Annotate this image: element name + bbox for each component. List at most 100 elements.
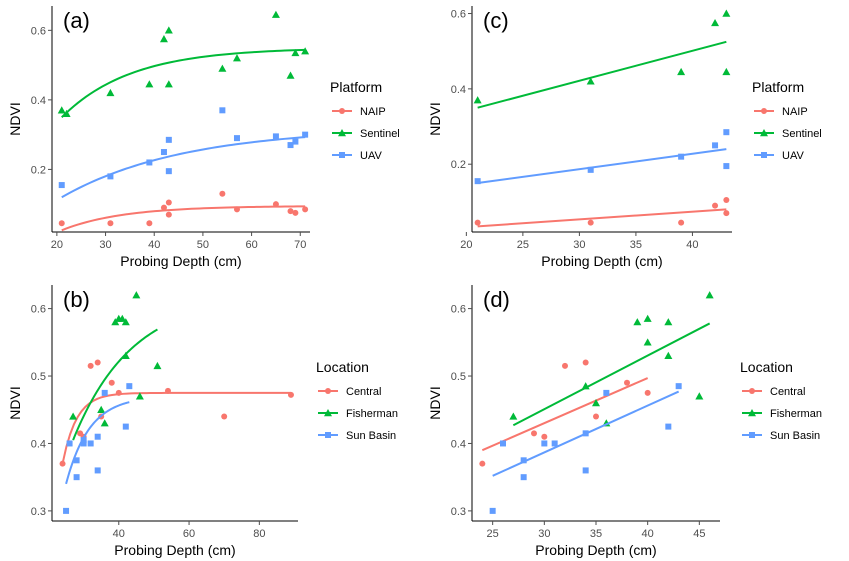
- fit-line: [72, 328, 158, 441]
- series-sun-basin: [489, 383, 682, 514]
- data-point: [80, 440, 87, 447]
- data-point: [59, 460, 66, 467]
- data-point: [87, 440, 94, 447]
- data-point: [722, 67, 731, 76]
- data-point: [63, 507, 70, 514]
- y-tick-label: 0.6: [451, 9, 466, 21]
- x-axis-title: Probing Depth (cm): [535, 542, 656, 558]
- data-point: [287, 391, 294, 398]
- data-point: [272, 201, 279, 208]
- fit-line: [477, 40, 727, 109]
- series-uav: [474, 129, 730, 185]
- y-tick-label: 0.5: [31, 371, 46, 383]
- data-point: [106, 88, 115, 97]
- data-point: [145, 80, 154, 88]
- fit-line: [61, 205, 306, 232]
- data-point: [146, 220, 153, 227]
- x-tick-label: 35: [590, 528, 602, 540]
- series-naip: [474, 196, 730, 228]
- data-point: [593, 413, 599, 420]
- data-point: [62, 109, 71, 117]
- data-point: [232, 54, 241, 62]
- data-point: [287, 142, 294, 149]
- x-axis-title: Probing Depth (cm): [541, 253, 662, 269]
- data-point: [675, 383, 682, 390]
- y-tick-label: 0.6: [31, 25, 46, 37]
- legend-label: Central: [346, 386, 381, 398]
- legend-key-marker: [338, 129, 346, 137]
- series-fisherman: [69, 291, 162, 441]
- x-tick-label: 40: [686, 239, 698, 251]
- series-sentinel: [473, 9, 731, 109]
- legend-key-marker: [325, 432, 331, 438]
- data-point: [291, 48, 300, 57]
- legend-label: Sun Basin: [770, 430, 820, 442]
- y-tick-label: 0.4: [451, 84, 466, 96]
- legend-key-marker: [761, 152, 767, 158]
- data-point: [292, 138, 299, 145]
- data-point: [712, 202, 719, 209]
- data-point: [121, 351, 130, 359]
- x-tick-label: 30: [538, 528, 550, 540]
- panel-a: 20 30 40 50 60 70 0.2 0.4 0.6 Probing Depth (cm) N…: [7, 6, 400, 269]
- panel-c: 20 25 30 35 40 0.2 0.4 0.6 Probing Depth (cm) NDV…: [427, 6, 822, 269]
- x-tick-label: 40: [113, 528, 125, 540]
- y-tick-label: 0.6: [451, 304, 466, 316]
- x-tick-label: 70: [294, 239, 306, 251]
- data-point: [164, 80, 173, 88]
- data-point: [218, 64, 227, 72]
- data-point: [292, 209, 299, 216]
- data-point: [723, 129, 730, 136]
- data-point: [581, 382, 590, 390]
- data-point: [73, 457, 80, 464]
- data-point: [122, 423, 129, 430]
- data-point: [219, 190, 226, 197]
- legend-label: NAIP: [782, 106, 808, 118]
- x-tick-label: 60: [245, 239, 257, 251]
- data-point: [587, 166, 594, 173]
- y-tick-label: 0.4: [31, 95, 46, 107]
- data-point: [551, 440, 558, 447]
- legend-label: NAIP: [360, 106, 386, 118]
- x-tick-label: 20: [51, 239, 63, 251]
- data-point: [541, 440, 548, 447]
- data-point: [80, 437, 87, 444]
- legend-label: UAV: [360, 150, 382, 162]
- data-point: [221, 413, 228, 420]
- legend: Platform NAIP Sentinel UAV: [752, 79, 822, 162]
- data-point: [73, 474, 80, 481]
- legend-title: Location: [316, 359, 369, 375]
- data-point: [592, 399, 600, 407]
- x-tick-label: 25: [487, 528, 499, 540]
- data-point: [233, 135, 240, 142]
- fit-line: [61, 391, 291, 464]
- fit-line: [61, 48, 306, 118]
- data-point: [474, 178, 481, 185]
- data-point: [301, 47, 310, 55]
- fit-line: [61, 136, 306, 199]
- data-point: [97, 405, 106, 413]
- data-point: [500, 440, 506, 447]
- data-point: [100, 419, 109, 427]
- legend-label: Sentinel: [360, 128, 400, 140]
- y-tick-label: 0.2: [31, 164, 46, 176]
- data-point: [474, 219, 481, 226]
- data-point: [582, 430, 589, 437]
- data-point: [723, 163, 730, 170]
- legend: Location Central Fisherman Sun Basin: [316, 359, 398, 442]
- data-point: [705, 291, 714, 299]
- x-tick-label: 45: [693, 528, 705, 540]
- data-point: [108, 379, 115, 386]
- data-point: [115, 389, 122, 396]
- data-point: [723, 210, 730, 217]
- data-point: [665, 423, 672, 430]
- panel-b: 40 60 80 0.3 0.4 0.5 0.6 Probing Depth (cm) NDVI…: [7, 285, 398, 558]
- data-point: [165, 211, 172, 218]
- data-point: [94, 359, 101, 366]
- x-axis-title: Probing Depth (cm): [120, 253, 241, 269]
- data-point: [126, 383, 133, 390]
- series-central: [479, 359, 651, 467]
- legend-label: Fisherman: [770, 408, 822, 420]
- y-tick-label: 0.3: [31, 506, 46, 518]
- fit-line: [512, 322, 711, 427]
